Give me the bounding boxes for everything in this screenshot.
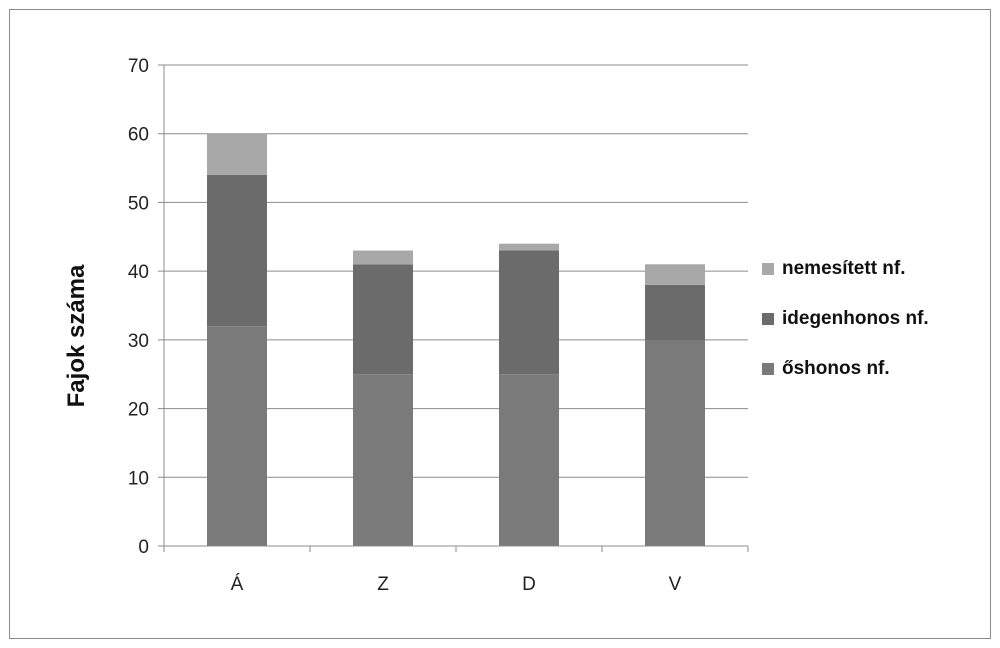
- legend-label: nemesített nf.: [782, 258, 906, 279]
- bar-segment: [353, 264, 413, 375]
- axes: 0 10 20 30 40 50 60 70 Á Z D V: [128, 56, 749, 595]
- legend-swatch: [762, 263, 774, 275]
- legend-swatch: [762, 363, 774, 375]
- y-axis-title: Fajok száma: [63, 264, 90, 407]
- legend-label: őshonos nf.: [782, 358, 890, 379]
- bar-segment: [353, 374, 413, 546]
- bar-segment: [645, 339, 705, 546]
- stacked-bar-chart: 0 10 20 30 40 50 60 70 Á Z D V Fajok száma nemesíte…: [63, 56, 929, 595]
- y-tick-label: 70: [128, 56, 149, 77]
- legend: nemesített nf. idegenhonos nf. őshonos nf.: [762, 258, 929, 379]
- y-tick-label: 20: [128, 400, 149, 421]
- bar-segment: [207, 133, 267, 175]
- bar-segment: [499, 374, 559, 546]
- x-tick-label: V: [669, 574, 682, 595]
- bar-segment: [645, 284, 705, 340]
- y-tick-label: 50: [128, 193, 149, 214]
- y-tick-label: 0: [138, 537, 149, 558]
- bar-segment: [499, 250, 559, 375]
- x-tick-label: D: [522, 574, 536, 595]
- y-tick-label: 60: [128, 125, 149, 146]
- x-tick-label: Z: [377, 574, 389, 595]
- bars: [207, 133, 705, 546]
- y-tick-label: 40: [128, 262, 149, 283]
- x-tick-label: Á: [231, 574, 244, 595]
- bar-segment: [499, 243, 559, 251]
- legend-swatch: [762, 313, 774, 325]
- bar-segment: [207, 174, 267, 327]
- y-tick-label: 30: [128, 331, 149, 352]
- legend-label: idegenhonos nf.: [782, 308, 929, 329]
- y-tick-label: 10: [128, 468, 149, 489]
- bar-segment: [353, 250, 413, 265]
- bar-segment: [645, 264, 705, 285]
- chart-frame: 0 10 20 30 40 50 60 70 Á Z D V Fajok száma nemesíte…: [9, 9, 991, 639]
- bar-segment: [207, 326, 267, 546]
